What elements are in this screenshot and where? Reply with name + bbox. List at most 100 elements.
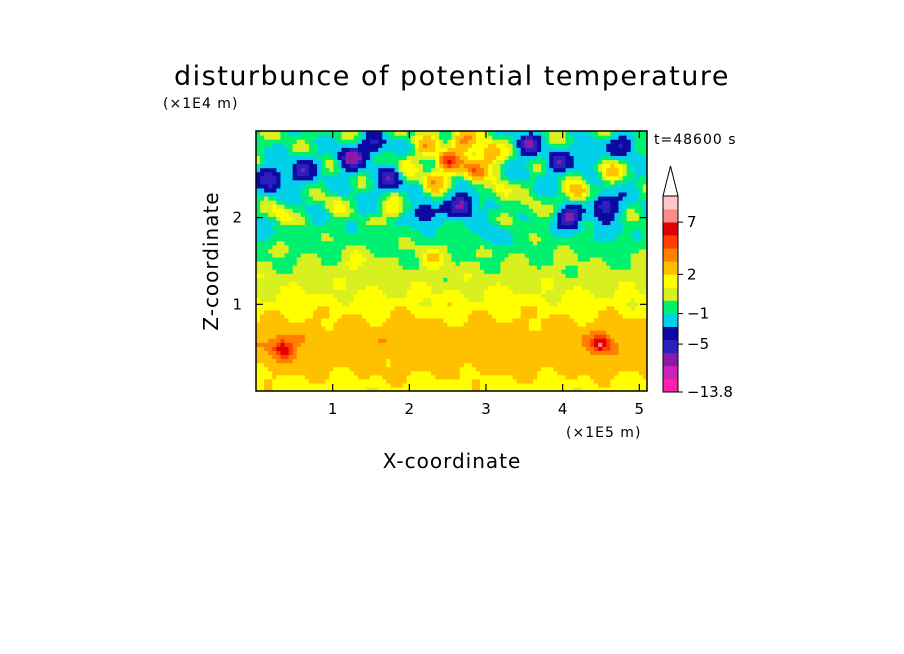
contour-cell [337,350,343,356]
contour-cell [630,326,636,331]
contour-cell [378,179,383,185]
contour-cell [365,196,371,201]
contour-cell [545,236,550,242]
contour-cell [602,378,607,384]
contour-cell [300,317,306,323]
contour-cell [569,236,575,242]
contour-cell [374,204,379,209]
contour-cell [606,265,611,270]
contour-cell [256,212,261,217]
contour-cell [321,252,326,258]
contour-cell [492,261,497,266]
contour-cell [496,265,501,270]
contour-cell [284,179,290,185]
contour-cell [325,338,330,343]
contour-cell [272,366,277,372]
contour-cell [484,346,489,351]
contour-cell [427,212,432,217]
contour-cell [520,256,526,262]
contour-cell [496,281,501,286]
contour-cell [463,252,469,258]
contour-cell [422,196,428,201]
contour-cell [524,342,530,347]
contour-cell [496,208,501,213]
contour-cell [532,305,538,311]
contour-cell [422,191,428,197]
contour-cell [451,261,457,266]
contour-cell [386,183,391,189]
contour-cell [532,232,538,238]
contour-cell [260,386,265,391]
contour-cell [549,342,554,347]
contour-cell [638,317,644,323]
contour-cell [402,321,408,327]
contour-cell [569,265,575,270]
contour-cell [313,382,318,388]
contour-cell [390,289,396,295]
contour-cell [467,285,473,291]
contour-cell [276,317,282,323]
contour-cell [341,252,347,258]
contour-cell [406,200,412,205]
contour-cell [598,309,603,315]
contour-cell [630,334,636,339]
contour-cell [386,273,391,278]
contour-cell [378,309,383,315]
contour-cell [585,228,591,234]
contour-cell [406,208,412,213]
contour-cell [439,305,444,311]
contour-cell [304,216,310,221]
contour-cell [268,285,273,291]
contour-cell [406,248,412,254]
contour-cell [537,204,542,209]
contour-cell [329,321,334,327]
contour-cell [496,277,501,282]
contour-cell [268,252,273,258]
contour-cell [467,204,473,209]
contour-cell [329,305,334,311]
contour-cell [329,200,334,205]
contour-cell [606,187,611,193]
contour-cell [427,269,432,274]
contour-cell [455,293,461,299]
contour-cell [589,313,595,319]
contour-cell [288,297,294,303]
contour-cell [414,313,420,319]
contour-cell [374,196,379,201]
contour-cell [422,187,428,193]
contour-cell [325,386,330,391]
contour-cell [365,378,371,384]
contour-cell [459,212,465,217]
contour-cell [284,232,290,238]
contour-cell [524,204,530,209]
contour-cell [537,350,542,356]
contour-cell [614,273,620,278]
contour-cell [549,232,554,238]
contour-cell [256,269,261,274]
contour-cell [581,244,587,250]
contour-cell [447,382,453,388]
contour-cell [618,220,624,226]
contour-cell [435,309,440,315]
contour-cell [370,358,375,364]
contour-cell [418,301,424,307]
contour-cell [455,220,461,226]
contour-cell [422,301,428,307]
contour-cell [492,330,497,335]
contour-cell [634,321,640,327]
contour-cell [496,261,501,266]
contour-cell [541,350,546,356]
contour-cell [524,187,530,193]
contour-cell [276,273,282,278]
contour-cell [500,191,506,197]
contour-cell [520,289,526,295]
contour-cell [516,334,522,339]
contour-cell [398,386,404,391]
contour-cell [455,354,461,360]
contour-cell [284,196,290,201]
contour-cell [634,350,640,356]
contour-cell [622,321,628,327]
contour-cell [492,273,497,278]
contour-cell [602,212,607,217]
contour-cell [431,204,436,209]
